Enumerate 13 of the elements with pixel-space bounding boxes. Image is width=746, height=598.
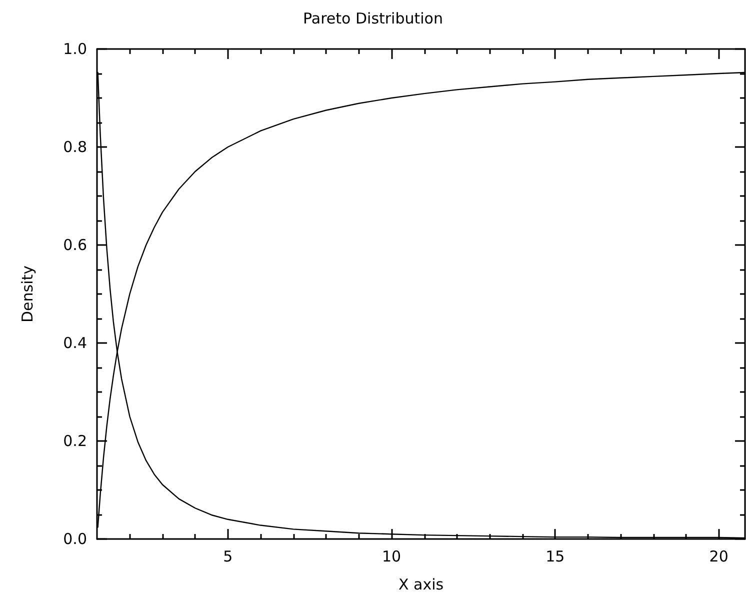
y-tick-label: 0.2 — [63, 432, 87, 450]
x-axis-title: X axis — [398, 576, 444, 594]
x-tick-label: 15 — [546, 548, 565, 566]
y-tick-label: 1.0 — [63, 40, 87, 58]
y-tick-label: 0.0 — [63, 530, 87, 548]
y-tick-label: 0.6 — [63, 236, 87, 254]
x-tick-label: 5 — [223, 548, 233, 566]
y-axis-title: Density — [18, 265, 36, 323]
x-tick-label: 10 — [382, 548, 402, 566]
x-tick-label: 20 — [709, 548, 728, 566]
y-tick-label: 0.4 — [63, 334, 87, 352]
chart-title: Pareto Distribution — [303, 10, 443, 28]
y-tick-label: 0.8 — [63, 138, 87, 156]
